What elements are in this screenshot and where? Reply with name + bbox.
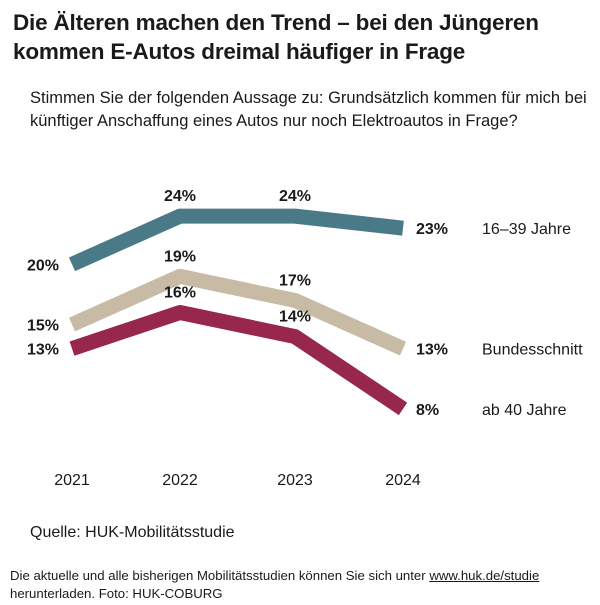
study-link[interactable]: www.huk.de/studie [429, 568, 540, 583]
x-tick-label-2021: 2021 [54, 472, 90, 489]
data-label-bundesschnitt-2024: 13% [416, 342, 448, 359]
series-line-16-39-jahre [68, 208, 404, 272]
data-label-ab-40-jahre-2022: 16% [164, 285, 196, 302]
data-label-ab-40-jahre-2021: 13% [27, 342, 59, 359]
data-label-bundesschnitt-2022: 19% [164, 248, 196, 265]
x-tick-label-2023: 2023 [277, 472, 313, 489]
data-label-16-39-jahre-2021: 20% [27, 257, 59, 274]
x-tick-label-2022: 2022 [162, 472, 198, 489]
series-name-16-39-jahre: 16–39 Jahre [482, 221, 571, 238]
data-label-bundesschnitt-2023: 17% [279, 272, 311, 289]
x-tick-label-2024: 2024 [385, 472, 421, 489]
chart-title: Die Älteren machen den Trend – bei den J… [13, 10, 539, 64]
series-name-ab-40-jahre: ab 40 Jahre [482, 402, 567, 419]
chart-subtitle: Stimmen Sie der folgenden Aussage zu: Gr… [30, 89, 587, 130]
footer-text-after: herunterladen. Foto: HUK-COBURG [10, 586, 223, 601]
series-name-bundesschnitt: Bundesschnitt [482, 342, 583, 359]
data-label-16-39-jahre-2024: 23% [416, 221, 448, 238]
series-line-ab-40-jahre [69, 305, 408, 416]
data-label-ab-40-jahre-2024: 8% [416, 402, 439, 419]
data-label-bundesschnitt-2021: 15% [27, 318, 59, 335]
data-label-ab-40-jahre-2023: 14% [279, 309, 311, 326]
data-label-16-39-jahre-2022: 24% [164, 188, 196, 205]
footer-note: Die aktuelle und alle bisherigen Mobilit… [10, 567, 595, 603]
source-note: Quelle: HUK-Mobilitätsstudie [30, 524, 235, 541]
line-chart: 20% 24% 24% 23% 16–39 Jahre 15% 19% 17% 13% Bunde… [27, 188, 583, 489]
data-label-16-39-jahre-2023: 24% [279, 188, 311, 205]
series-line-bundesschnitt [68, 268, 407, 356]
footer-text-before: Die aktuelle und alle bisherigen Mobilit… [10, 568, 430, 583]
